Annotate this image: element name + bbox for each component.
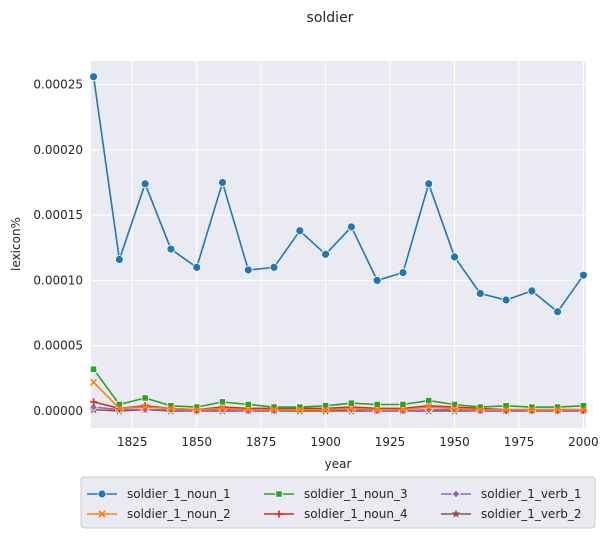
data-point <box>192 262 202 272</box>
data-point <box>424 179 434 189</box>
data-point <box>579 406 587 414</box>
series-soldier_1_noun_1 <box>89 72 588 317</box>
data-point <box>269 262 279 272</box>
series-group <box>89 72 588 416</box>
data-point <box>89 365 98 373</box>
data-point <box>450 252 459 262</box>
data-point <box>554 406 562 414</box>
legend-item: soldier_1_noun_2 <box>87 507 231 521</box>
y-ticks: 0.00000 0.00005 0.00010 0.00015 0.00020 0.000… <box>33 78 83 419</box>
data-point <box>115 404 123 412</box>
x-tick-label: 1825 <box>117 435 148 449</box>
data-point <box>89 72 98 82</box>
data-point <box>296 406 304 414</box>
data-point <box>218 398 227 406</box>
data-point <box>295 226 305 236</box>
x-tick-label: 1850 <box>181 435 212 449</box>
series-soldier_1_noun_2 <box>90 378 587 414</box>
data-point <box>527 286 537 296</box>
data-point <box>528 406 536 414</box>
data-point <box>193 406 201 414</box>
data-point <box>399 400 407 409</box>
data-point <box>399 406 407 414</box>
data-point <box>398 268 408 277</box>
y-tick-label: 0.00010 <box>33 273 83 287</box>
data-point <box>425 403 433 411</box>
y-tick-label: 0.00000 <box>33 404 83 418</box>
data-point <box>218 404 227 412</box>
legend-marker <box>275 510 283 518</box>
legend-label: soldier_1_noun_4 <box>304 507 408 521</box>
y-tick-label: 0.00015 <box>33 208 83 222</box>
data-point <box>166 244 176 254</box>
data-point <box>244 400 252 409</box>
data-point <box>244 406 252 414</box>
data-point <box>450 404 459 412</box>
legend-item: soldier_1_noun_3 <box>264 487 408 501</box>
data-point <box>372 276 382 285</box>
legend-marker <box>97 489 107 499</box>
x-tick-label: 1975 <box>504 435 535 449</box>
x-tick-label: 1875 <box>246 435 277 449</box>
series-line <box>92 368 584 408</box>
legend-frame <box>80 476 596 529</box>
legend-label: soldier_1_verb_1 <box>481 487 582 501</box>
y-axis-label: lexicon% <box>9 217 23 271</box>
legend-marker <box>451 489 461 499</box>
data-point <box>553 307 563 317</box>
legend-label: soldier_1_verb_2 <box>481 507 582 521</box>
data-point <box>89 402 99 412</box>
y-tick-label: 0.00020 <box>33 143 83 157</box>
legend-item: soldier_1_verb_2 <box>441 507 582 521</box>
data-point <box>346 222 356 232</box>
legend-item: soldier_1_verb_1 <box>441 487 582 501</box>
legend-marker <box>275 490 283 498</box>
data-point <box>347 404 355 412</box>
y-tick-label: 0.00025 <box>33 78 83 92</box>
data-point <box>167 404 175 412</box>
data-point <box>90 398 98 406</box>
legend-item: soldier_1_noun_4 <box>264 507 408 521</box>
x-tick-label: 1950 <box>439 435 470 449</box>
legend: soldier_1_noun_1 soldier_1_noun_2 soldier_… <box>80 476 596 529</box>
data-point <box>218 178 227 187</box>
x-tick-label: 1900 <box>310 435 341 449</box>
data-point <box>243 265 253 275</box>
legend-marker <box>98 510 106 518</box>
data-point <box>90 378 98 386</box>
data-point <box>373 400 381 409</box>
series-line <box>92 76 585 313</box>
data-point <box>425 396 433 405</box>
data-point <box>140 179 150 189</box>
legend-marker <box>451 509 461 518</box>
series-line <box>93 381 584 411</box>
data-point <box>321 249 331 259</box>
data-point <box>502 406 510 414</box>
x-ticks: 1825 1850 1875 1900 1925 1950 1975 2000 <box>117 435 599 449</box>
legend-label: soldier_1_noun_2 <box>127 507 231 521</box>
data-point <box>270 406 278 414</box>
data-point <box>373 406 381 414</box>
y-tick-label: 0.00005 <box>33 339 83 353</box>
x-tick-label: 1925 <box>375 435 406 449</box>
grid <box>91 61 586 428</box>
data-point <box>475 289 485 298</box>
legend-label: soldier_1_noun_1 <box>127 487 231 501</box>
data-point <box>322 406 330 414</box>
data-point <box>501 295 511 305</box>
data-point <box>114 255 124 264</box>
legend-label: soldier_1_noun_3 <box>304 487 408 501</box>
plot-area <box>91 61 586 428</box>
chart-title: soldier <box>307 10 354 26</box>
x-tick-label: 2000 <box>568 435 599 449</box>
data-point <box>347 399 355 407</box>
data-point <box>579 270 588 280</box>
data-point <box>141 394 149 402</box>
data-point <box>476 406 484 414</box>
data-point <box>141 403 149 411</box>
x-axis-label: year <box>325 457 352 471</box>
legend-item: soldier_1_noun_1 <box>87 487 231 501</box>
